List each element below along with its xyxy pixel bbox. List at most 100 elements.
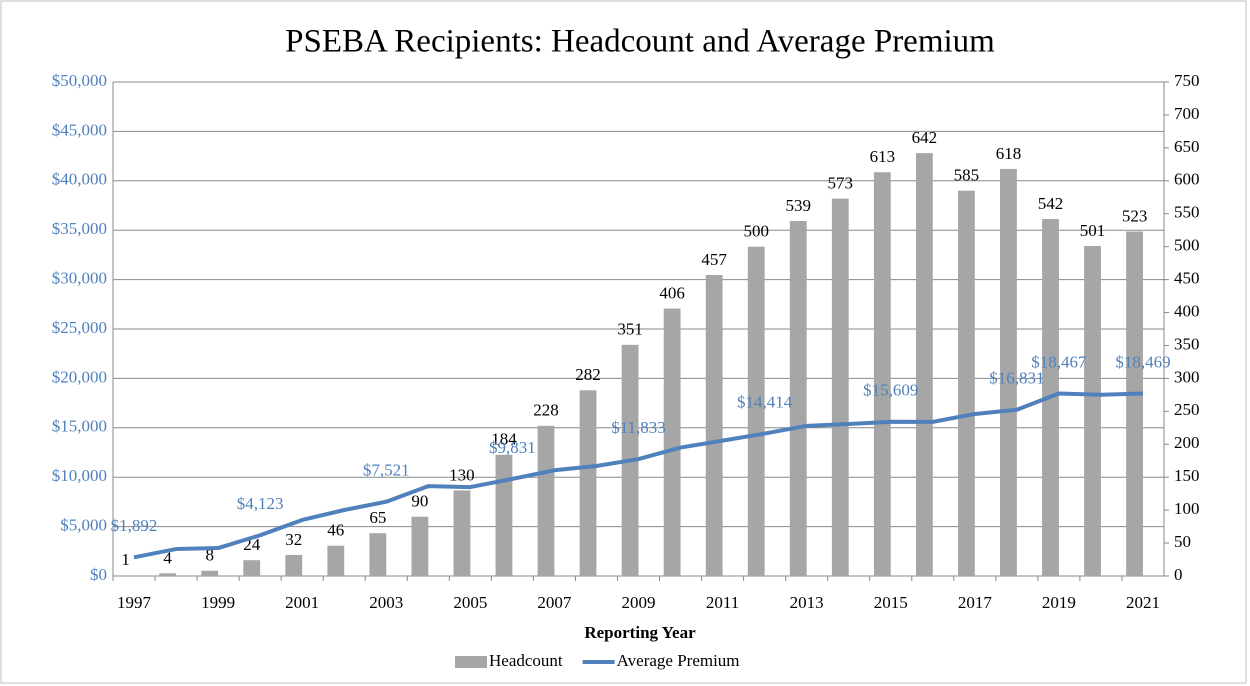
bar-value-label: 585	[954, 166, 980, 185]
bar	[747, 246, 765, 576]
bar-value-label: 1	[121, 550, 130, 569]
line-value-label: $1,892	[111, 516, 158, 535]
bar	[369, 533, 387, 576]
bar	[453, 490, 471, 576]
bar	[411, 516, 429, 576]
y-tick-label: $30,000	[52, 269, 107, 288]
bar	[831, 198, 849, 577]
line-value-label: $9,831	[489, 438, 536, 457]
bar	[117, 575, 135, 576]
bar	[327, 545, 345, 576]
bar-value-label: 351	[617, 320, 643, 339]
bar	[789, 220, 807, 576]
legend-label: Headcount	[489, 651, 563, 670]
bar-value-label: 406	[659, 283, 685, 302]
y-tick-label: $45,000	[52, 120, 107, 139]
bar-value-label: 618	[996, 144, 1022, 163]
x-tick-label: 2013	[790, 593, 824, 612]
y-tick-label: $40,000	[52, 170, 107, 189]
bar	[285, 554, 303, 576]
bar	[705, 274, 723, 576]
bar-value-label: 282	[575, 365, 601, 384]
y-tick-label: $0	[90, 565, 107, 584]
bar	[201, 570, 219, 576]
y2-tick-label: 350	[1174, 334, 1200, 353]
bar	[537, 425, 555, 576]
x-tick-label: 2011	[706, 593, 739, 612]
x-tick-label: 2001	[285, 593, 319, 612]
x-tick-label: 2015	[874, 593, 908, 612]
chart-title: PSEBA Recipients: Headcount and Average …	[285, 24, 995, 60]
bar-value-label: 457	[701, 250, 727, 269]
bar-value-label: 523	[1122, 206, 1148, 225]
legend-label: Average Premium	[617, 651, 740, 670]
bar	[915, 153, 933, 577]
bar	[579, 390, 597, 576]
bar-value-label: 500	[743, 222, 769, 241]
y2-tick-label: 200	[1174, 433, 1200, 452]
y-tick-label: $50,000	[52, 71, 107, 90]
bar-value-label: 228	[533, 401, 559, 420]
bar	[159, 573, 177, 576]
legend-swatch	[455, 656, 487, 668]
bar	[958, 190, 975, 576]
x-tick-label: 2021	[1126, 593, 1160, 612]
bar	[243, 560, 261, 576]
bar	[1084, 246, 1101, 576]
bar-value-label: 65	[369, 508, 386, 527]
y2-tick-label: 250	[1174, 400, 1200, 419]
y-tick-label: $5,000	[60, 516, 107, 535]
bar-value-label: 130	[449, 465, 475, 484]
y2-tick-label: 300	[1174, 367, 1200, 386]
line-value-label: $18,469	[1115, 352, 1170, 371]
bar	[1126, 231, 1143, 576]
y2-tick-label: 100	[1174, 499, 1200, 518]
bar	[873, 172, 891, 576]
y2-tick-label: 600	[1174, 170, 1200, 189]
bar	[1000, 168, 1017, 576]
line-value-label: $15,609	[863, 381, 918, 400]
y2-tick-label: 450	[1174, 269, 1200, 288]
x-tick-label: 2009	[622, 593, 656, 612]
bar-value-label: 184	[491, 430, 517, 449]
x-tick-label: 2017	[958, 593, 993, 612]
y-tick-label: $25,000	[52, 318, 107, 337]
y2-tick-label: 400	[1174, 301, 1200, 320]
bar	[495, 454, 513, 576]
y-tick-label: $10,000	[52, 466, 107, 485]
y2-tick-label: 700	[1174, 104, 1200, 123]
y-tick-label: $15,000	[52, 417, 107, 436]
bar-value-label: 642	[912, 128, 938, 147]
line-value-label: $4,123	[237, 494, 284, 513]
bar-value-label: 542	[1038, 194, 1064, 213]
x-tick-label: 2019	[1042, 593, 1076, 612]
y-tick-label: $35,000	[52, 219, 107, 238]
bar-value-label: 90	[411, 492, 428, 511]
bar-value-label: 4	[163, 548, 172, 567]
y2-tick-label: 0	[1174, 565, 1183, 584]
bar-value-label: 46	[327, 521, 344, 540]
y2-tick-label: 750	[1174, 71, 1200, 90]
bar-value-label: 613	[870, 147, 896, 166]
bar-value-label: 501	[1080, 221, 1106, 240]
bar	[663, 308, 681, 576]
bar-value-label: 539	[786, 196, 812, 215]
x-tick-label: 1999	[201, 593, 235, 612]
y2-tick-label: 150	[1174, 466, 1200, 485]
y2-tick-label: 50	[1174, 532, 1191, 551]
x-tick-label: 2007	[537, 593, 572, 612]
y-tick-label: $20,000	[52, 367, 107, 386]
x-tick-label: 2003	[369, 593, 403, 612]
line-value-label: $7,521	[363, 461, 410, 480]
bar-value-label: 573	[828, 173, 854, 192]
bar-value-label: 32	[285, 530, 302, 549]
line-value-label: $11,833	[611, 418, 666, 437]
y2-tick-label: 650	[1174, 137, 1200, 156]
x-tick-label: 1997	[117, 593, 152, 612]
y2-tick-label: 500	[1174, 236, 1200, 255]
line-value-label: $18,467	[1031, 352, 1087, 371]
x-tick-label: 2005	[453, 593, 487, 612]
line-value-label: $14,414	[737, 392, 793, 411]
